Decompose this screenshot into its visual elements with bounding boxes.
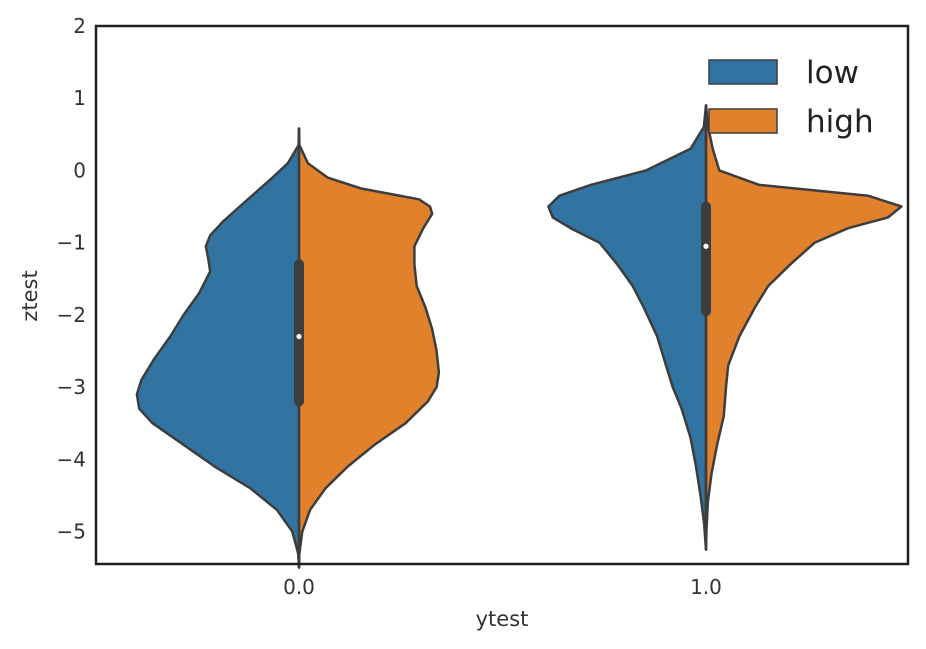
y-tick-label: 2	[73, 14, 86, 38]
y-tick-label: −4	[57, 447, 86, 471]
y-tick-label: −3	[57, 375, 86, 399]
violin-median-dot	[703, 243, 709, 249]
violin-low-half	[135, 127, 301, 569]
violin-high-half	[297, 127, 441, 569]
legend-swatch-low	[708, 59, 778, 85]
legend-label-low: low	[806, 55, 859, 91]
y-tick-label: 0	[73, 158, 86, 182]
y-axis-label: ztest	[18, 270, 42, 321]
x-axis-label: ytest	[476, 607, 529, 631]
legend: low high	[708, 55, 874, 140]
legend-label-high: high	[806, 104, 874, 140]
legend-swatch-high	[708, 108, 778, 134]
y-tick-label: 1	[73, 86, 86, 110]
plot-frame	[94, 24, 910, 566]
y-tick-label: −5	[57, 520, 86, 544]
x-tick-label: 1.0	[690, 575, 722, 599]
y-tick-label: −2	[57, 303, 86, 327]
y-tick-label: −1	[57, 231, 86, 255]
y-tick-labels: 2 1 0 −1 −2 −3 −4 −5	[57, 14, 86, 544]
violins-layer	[135, 104, 903, 569]
violin-low-half	[547, 104, 708, 551]
violin-high-half	[704, 104, 903, 551]
x-tick-label: 0.0	[283, 575, 315, 599]
x-tick-labels: 0.0 1.0	[283, 575, 722, 599]
violin-median-dot	[296, 333, 302, 340]
